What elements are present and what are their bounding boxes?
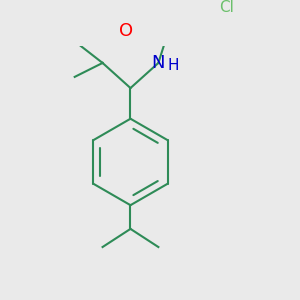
Text: Cl: Cl xyxy=(219,0,234,15)
Text: H: H xyxy=(168,58,179,73)
Text: O: O xyxy=(119,22,134,40)
Text: N: N xyxy=(152,54,165,72)
